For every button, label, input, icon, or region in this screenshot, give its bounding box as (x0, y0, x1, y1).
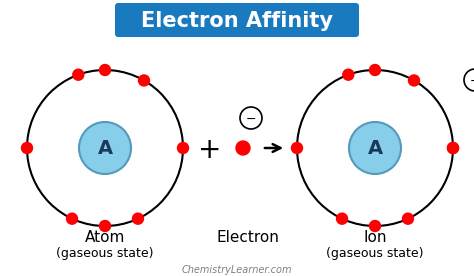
Circle shape (66, 213, 78, 224)
Circle shape (370, 221, 381, 232)
Text: +: + (198, 136, 222, 164)
Circle shape (73, 69, 84, 80)
Text: (gaseous state): (gaseous state) (56, 248, 154, 261)
Circle shape (370, 65, 381, 76)
Text: (gaseous state): (gaseous state) (326, 248, 424, 261)
Circle shape (177, 142, 189, 153)
Text: Ion: Ion (363, 230, 387, 245)
Circle shape (343, 69, 354, 80)
Text: A: A (98, 139, 112, 158)
Circle shape (349, 122, 401, 174)
Text: A: A (367, 139, 383, 158)
FancyBboxPatch shape (115, 3, 359, 37)
Circle shape (236, 141, 250, 155)
Circle shape (292, 142, 302, 153)
Circle shape (402, 213, 413, 224)
Circle shape (447, 142, 458, 153)
Circle shape (447, 142, 458, 153)
Circle shape (79, 122, 131, 174)
Text: ChemistryLearner.com: ChemistryLearner.com (182, 265, 292, 275)
Text: Electron Affinity: Electron Affinity (141, 11, 333, 31)
Text: Atom: Atom (85, 230, 125, 245)
Circle shape (100, 221, 110, 232)
Circle shape (100, 65, 110, 76)
Text: −: − (246, 113, 256, 126)
Text: Electron: Electron (217, 230, 280, 245)
Circle shape (409, 75, 419, 86)
Circle shape (138, 75, 149, 86)
Text: −: − (470, 75, 474, 87)
Circle shape (132, 213, 144, 224)
Circle shape (21, 142, 33, 153)
Circle shape (337, 213, 347, 224)
